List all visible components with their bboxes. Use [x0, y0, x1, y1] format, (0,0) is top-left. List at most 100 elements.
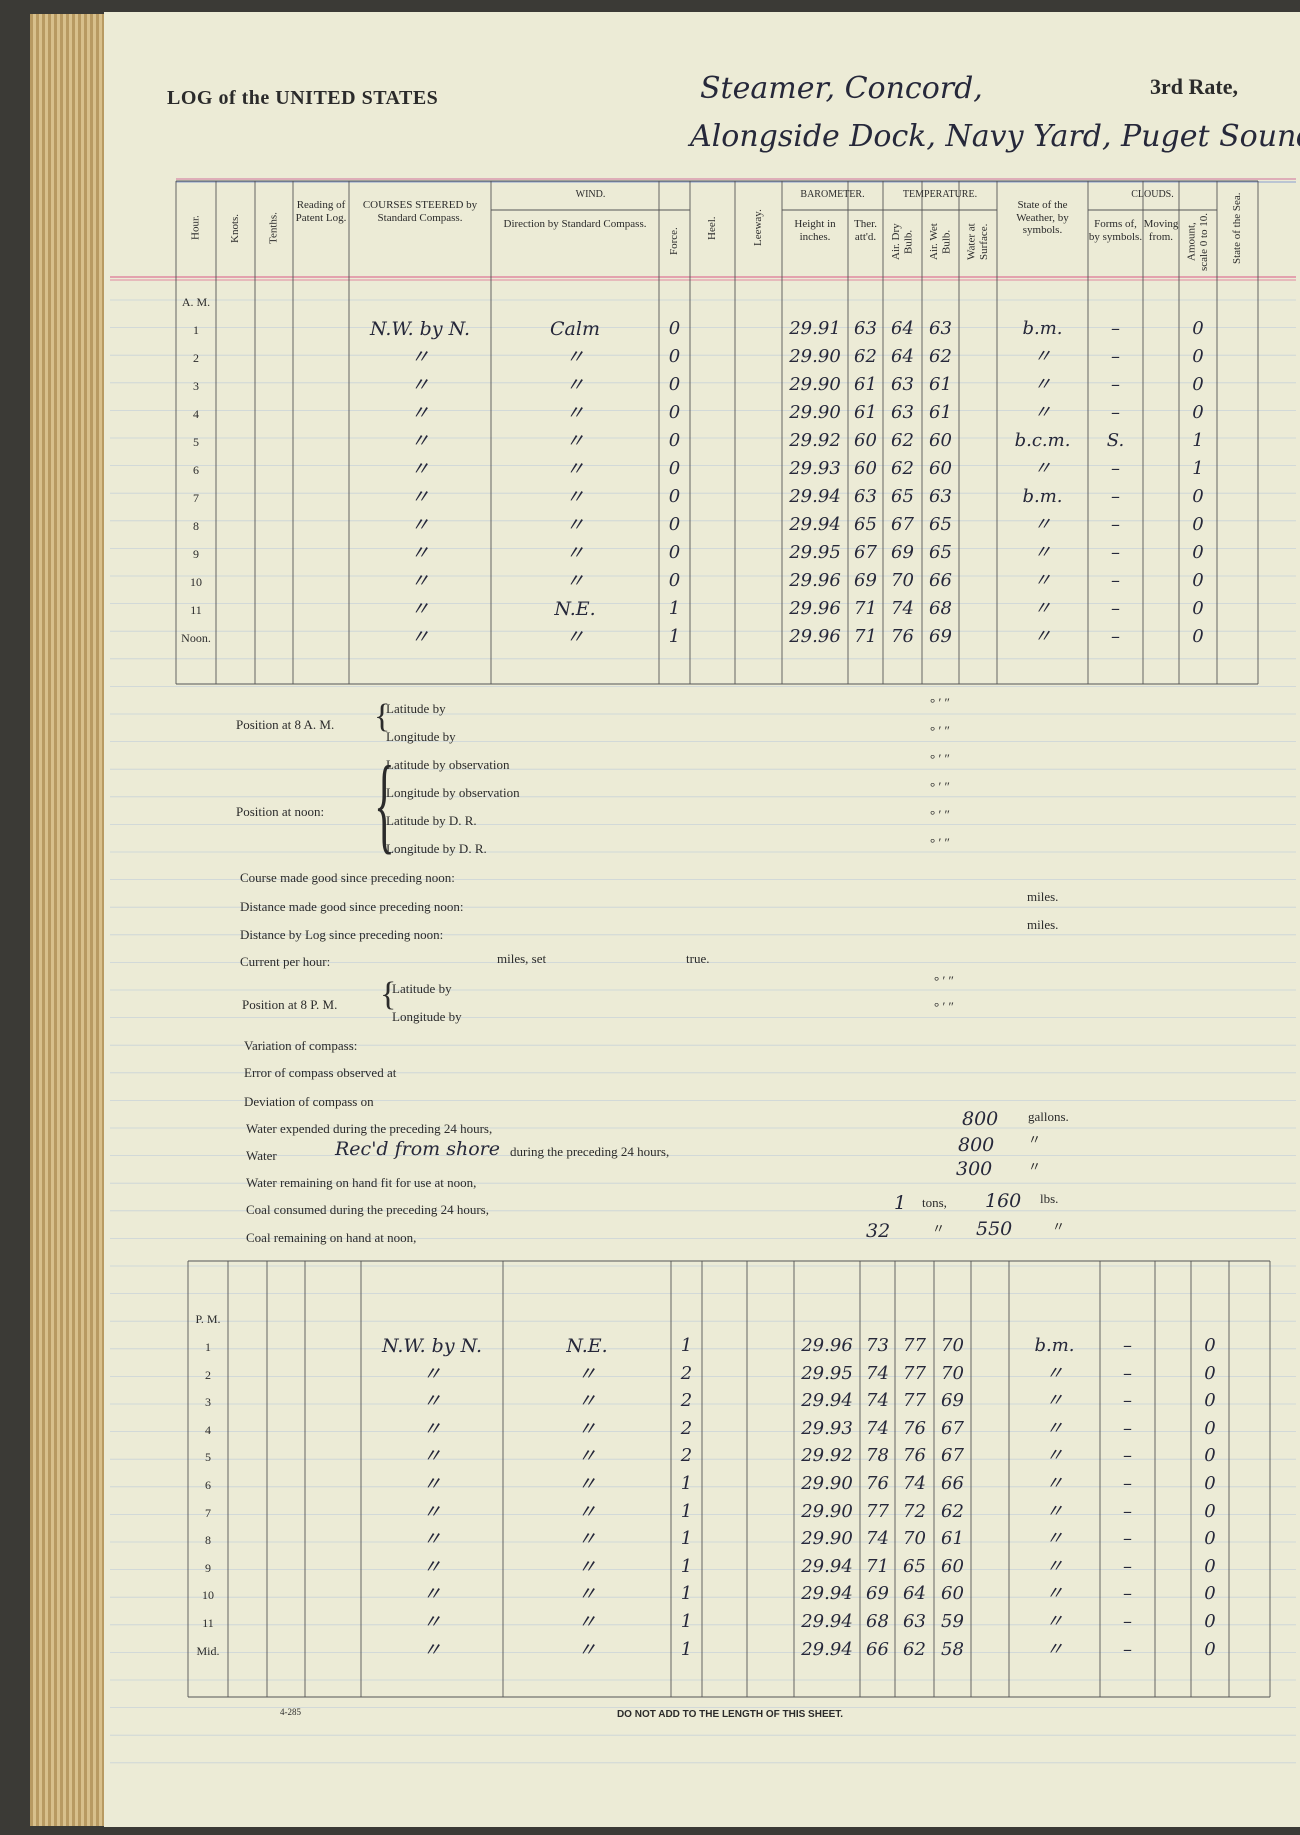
coordinate-marks: ° ′ ″: [930, 835, 950, 850]
log-entry: 〃: [565, 458, 585, 480]
log-entry: 77: [866, 1500, 889, 1522]
log-entry: 61: [929, 402, 952, 423]
field-label: Deviation of compass on: [244, 1094, 374, 1109]
log-entry: 0: [1204, 1417, 1216, 1439]
log-entry: 29.95: [801, 1362, 853, 1384]
log-entry: 0: [1192, 598, 1204, 619]
log-entry: 0: [668, 402, 681, 423]
log-entry: 〃: [1045, 1500, 1064, 1522]
log-entry: 69: [941, 1390, 964, 1412]
log-entry: 67: [891, 514, 914, 535]
hour-label: 10: [202, 1588, 214, 1603]
log-entry: 63: [929, 486, 952, 507]
log-entry: 74: [903, 1473, 926, 1494]
log-entry: 74: [866, 1390, 889, 1412]
position-line: Longitude by observation: [386, 785, 520, 800]
log-entry: 〃: [577, 1362, 597, 1385]
log-entry: –: [1111, 542, 1120, 563]
log-entry: 〃: [1045, 1390, 1064, 1412]
unit: miles.: [1027, 917, 1059, 932]
log-entry: 〃: [577, 1638, 597, 1661]
log-entry: 1: [680, 1473, 693, 1494]
log-entry: 〃: [1033, 598, 1052, 619]
log-entry: –: [1123, 1445, 1132, 1467]
log-entry: 65: [929, 514, 952, 535]
log-entry: –: [1111, 514, 1120, 535]
log-entry: 〃: [1045, 1583, 1064, 1605]
unit: 〃: [932, 1221, 946, 1236]
hour-label: 2: [193, 351, 199, 365]
position-line: Longitude by: [386, 729, 456, 744]
field-label: Coal consumed during the preceding 24 ho…: [246, 1202, 489, 1217]
vessel-name: Steamer, Concord,: [700, 71, 983, 106]
log-entry: 60: [854, 430, 877, 451]
position-line: Latitude by D. R.: [386, 813, 477, 828]
log-entry: 〃: [410, 626, 430, 648]
log-entry: 60: [929, 430, 952, 451]
hour-label: 7: [193, 491, 199, 505]
log-entry: –: [1123, 1362, 1132, 1384]
log-entry: 〃: [1045, 1473, 1064, 1494]
brace: {: [374, 745, 395, 864]
log-entry: 0: [1192, 318, 1204, 339]
unit: miles, set: [497, 951, 547, 966]
coordinate-marks: ° ′ ″: [930, 723, 950, 738]
hour-label: 1: [193, 323, 199, 337]
section-label: A. M.: [181, 295, 211, 309]
coordinate-marks: ° ′ ″: [930, 807, 950, 822]
log-entry: 29.90: [789, 402, 841, 423]
log-entry: 78: [866, 1445, 889, 1467]
field-label: Coal remaining on hand at noon,: [246, 1230, 417, 1245]
coordinate-marks: ° ′ ″: [934, 999, 954, 1014]
log-entry: 〃: [422, 1445, 442, 1468]
log-entry: 2: [680, 1445, 693, 1467]
unit: miles.: [1027, 889, 1059, 904]
log-entry: 〃: [577, 1583, 597, 1606]
hour-label: Noon.: [181, 631, 211, 645]
log-entry: 58: [941, 1638, 964, 1660]
log-entry: 29.91: [789, 318, 841, 339]
log-entry: –: [1111, 374, 1120, 395]
field-label: Current per hour:: [240, 954, 331, 969]
hour-label: 3: [205, 1395, 211, 1410]
hour-label: 11: [202, 1616, 214, 1630]
log-entry: 〃: [410, 430, 430, 452]
log-entry: 〃: [1033, 402, 1052, 423]
log-entry: 62: [854, 346, 877, 367]
log-entry: 76: [903, 1445, 926, 1467]
log-entry: 29.94: [801, 1390, 853, 1412]
log-entry: 〃: [1045, 1638, 1064, 1660]
log-entry: b.m.: [1034, 1335, 1075, 1356]
log-entry: 76: [866, 1473, 889, 1494]
log-entry: 29.94: [801, 1638, 853, 1660]
log-entry: 〃: [410, 570, 430, 592]
log-entry: 69: [866, 1583, 889, 1605]
log-entry: 〃: [577, 1555, 597, 1578]
log-entry: 〃: [410, 542, 430, 564]
log-entry: 0: [668, 430, 681, 451]
log-entry: 〃: [1033, 514, 1052, 535]
log-entry: 29.94: [801, 1611, 853, 1632]
log-entry: 63: [903, 1611, 926, 1632]
log-entry: 〃: [577, 1390, 597, 1413]
log-entry: 62: [891, 458, 914, 479]
vessel-rate: 3rd Rate,: [1150, 74, 1238, 99]
log-entry: 0: [1204, 1362, 1216, 1384]
log-entry: –: [1123, 1555, 1132, 1577]
log-entry: 〃: [1033, 458, 1052, 479]
field-label: Course made good since preceding noon:: [240, 870, 455, 885]
log-entry: 72: [903, 1500, 926, 1522]
log-entry: 〃: [1045, 1445, 1064, 1467]
log-entry: 60: [941, 1583, 964, 1605]
log-entry: –: [1123, 1638, 1132, 1660]
log-entry: 〃: [565, 514, 585, 536]
column-header: Forms of, by symbols.: [1088, 218, 1143, 243]
log-entry: 〃: [410, 514, 430, 536]
log-entry: N.W. by N.: [381, 1335, 483, 1357]
column-header: Knots.: [229, 213, 242, 243]
column-header: Force.: [668, 227, 681, 256]
log-entry: 1: [680, 1500, 693, 1522]
location: Alongside Dock, Navy Yard, Puget Sound.: [690, 119, 1300, 154]
log-entry: 60: [941, 1555, 964, 1577]
